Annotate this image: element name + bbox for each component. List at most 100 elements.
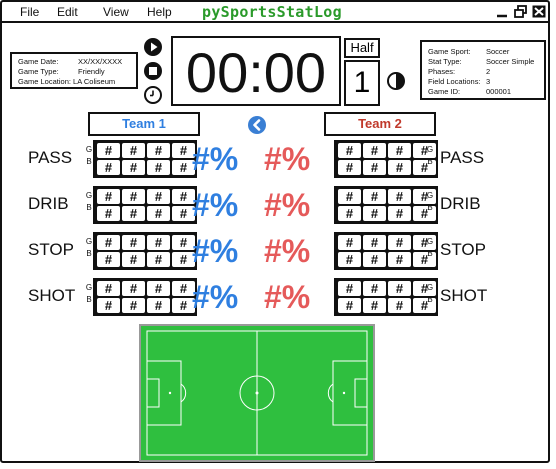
menu-file[interactable]: File (20, 5, 40, 19)
stat-cell[interactable]: # (147, 143, 170, 158)
team1-button[interactable]: Team 1 (88, 112, 200, 136)
stat-cell[interactable]: # (388, 206, 411, 221)
stat-cell[interactable]: # (363, 206, 386, 221)
stat-cell[interactable]: # (338, 252, 361, 267)
timer-button[interactable] (144, 86, 162, 104)
stat-cell[interactable]: # (338, 160, 361, 175)
stat-cell[interactable]: # (338, 206, 361, 221)
stat-cell[interactable]: # (413, 160, 436, 175)
stat-cell[interactable]: # (413, 189, 436, 204)
bad-label: B (86, 295, 92, 304)
stat-cell[interactable]: # (338, 235, 361, 250)
stat-cell[interactable]: # (388, 189, 411, 204)
stat-cell[interactable]: # (363, 235, 386, 250)
stat-cell[interactable]: # (122, 235, 145, 250)
stat-grid-team2: # # # # # # # # (334, 186, 438, 224)
stat-cell[interactable]: # (338, 281, 361, 296)
stat-cell[interactable]: # (388, 281, 411, 296)
stat-cell[interactable]: # (122, 160, 145, 175)
stat-cell[interactable]: # (388, 298, 411, 313)
game-type-label: Game Type: (18, 67, 59, 76)
good-label: G (85, 283, 93, 292)
stat-cell[interactable]: # (338, 189, 361, 204)
bad-label: B (86, 157, 92, 166)
title-bar: File Edit View Help pySportsStatLog (2, 2, 548, 23)
stat-cell[interactable]: # (122, 252, 145, 267)
stat-cell[interactable]: # (97, 189, 120, 204)
stat-cell[interactable]: # (97, 298, 120, 313)
stat-cell[interactable]: # (363, 160, 386, 175)
stat-cell[interactable]: # (147, 160, 170, 175)
stat-cell[interactable]: # (388, 252, 411, 267)
stat-cell[interactable]: # (97, 235, 120, 250)
period-label: Half (344, 38, 380, 58)
stat-cell[interactable]: # (413, 252, 436, 267)
stat-cell[interactable]: # (147, 189, 170, 204)
stat-cell[interactable]: # (172, 189, 195, 204)
stat-cell[interactable]: # (388, 143, 411, 158)
stat-label-left: PASS (28, 148, 73, 167)
stat-cell[interactable]: # (147, 235, 170, 250)
team2-percent: #% (264, 233, 311, 269)
good-label: G (85, 145, 93, 154)
stat-cell[interactable]: # (97, 281, 120, 296)
stat-cell[interactable]: # (363, 143, 386, 158)
stat-cell[interactable]: # (97, 252, 120, 267)
stat-cell[interactable]: # (172, 252, 195, 267)
play-button[interactable] (144, 38, 162, 56)
game-location-label: Game Location: (18, 77, 71, 86)
stat-cell[interactable]: # (172, 143, 195, 158)
menu-help[interactable]: Help (147, 5, 172, 19)
stat-cell[interactable]: # (388, 160, 411, 175)
stat-cell[interactable]: # (172, 160, 195, 175)
team1-percent: #% (192, 233, 239, 269)
game-location-value: LA Coliseum (73, 77, 116, 86)
phases-value: 2 (486, 67, 491, 76)
stat-cell[interactable]: # (363, 281, 386, 296)
stat-cell[interactable]: # (172, 235, 195, 250)
close-icon[interactable] (532, 5, 546, 18)
stat-cell[interactable]: # (147, 252, 170, 267)
team2-percent: #% (264, 187, 311, 223)
stat-cell[interactable]: # (122, 189, 145, 204)
stat-cell[interactable]: # (147, 298, 170, 313)
game-clock: 00:00 (171, 36, 341, 106)
stat-cell[interactable]: # (122, 281, 145, 296)
minimize-icon[interactable] (495, 5, 509, 18)
stat-cell[interactable]: # (413, 281, 436, 296)
stat-cell[interactable]: # (122, 143, 145, 158)
team2-button[interactable]: Team 2 (324, 112, 436, 136)
menu-edit[interactable]: Edit (57, 5, 78, 19)
period-value[interactable]: 1 (344, 60, 380, 106)
stat-cell[interactable]: # (172, 298, 195, 313)
stat-cell[interactable]: # (413, 206, 436, 221)
soccer-field[interactable] (139, 324, 375, 462)
stat-cell[interactable]: # (388, 235, 411, 250)
stat-cell[interactable]: # (122, 206, 145, 221)
menu-view[interactable]: View (103, 5, 129, 19)
clock-display: 00:00 (185, 41, 327, 104)
stat-cell[interactable]: # (363, 252, 386, 267)
stat-cell[interactable]: # (338, 298, 361, 313)
stop-button[interactable] (144, 62, 162, 80)
back-button[interactable] (248, 116, 266, 134)
stat-cell[interactable]: # (413, 298, 436, 313)
stat-cell[interactable]: # (97, 206, 120, 221)
half-circle-icon[interactable] (386, 71, 406, 96)
stat-cell[interactable]: # (122, 298, 145, 313)
stat-cell[interactable]: # (413, 235, 436, 250)
stat-cell[interactable]: # (413, 143, 436, 158)
stat-cell[interactable]: # (172, 281, 195, 296)
stat-cell[interactable]: # (147, 206, 170, 221)
stat-cell[interactable]: # (363, 189, 386, 204)
stat-type-value: Soccer Simple (486, 57, 535, 66)
stat-cell[interactable]: # (338, 143, 361, 158)
stat-cell[interactable]: # (147, 281, 170, 296)
stat-cell[interactable]: # (97, 160, 120, 175)
stat-cell[interactable]: # (172, 206, 195, 221)
maximize-icon[interactable] (514, 5, 528, 18)
stat-cell[interactable]: # (363, 298, 386, 313)
stat-cell[interactable]: # (97, 143, 120, 158)
field-locations-label: Field Locations: (428, 77, 481, 86)
play-icon (151, 42, 158, 52)
